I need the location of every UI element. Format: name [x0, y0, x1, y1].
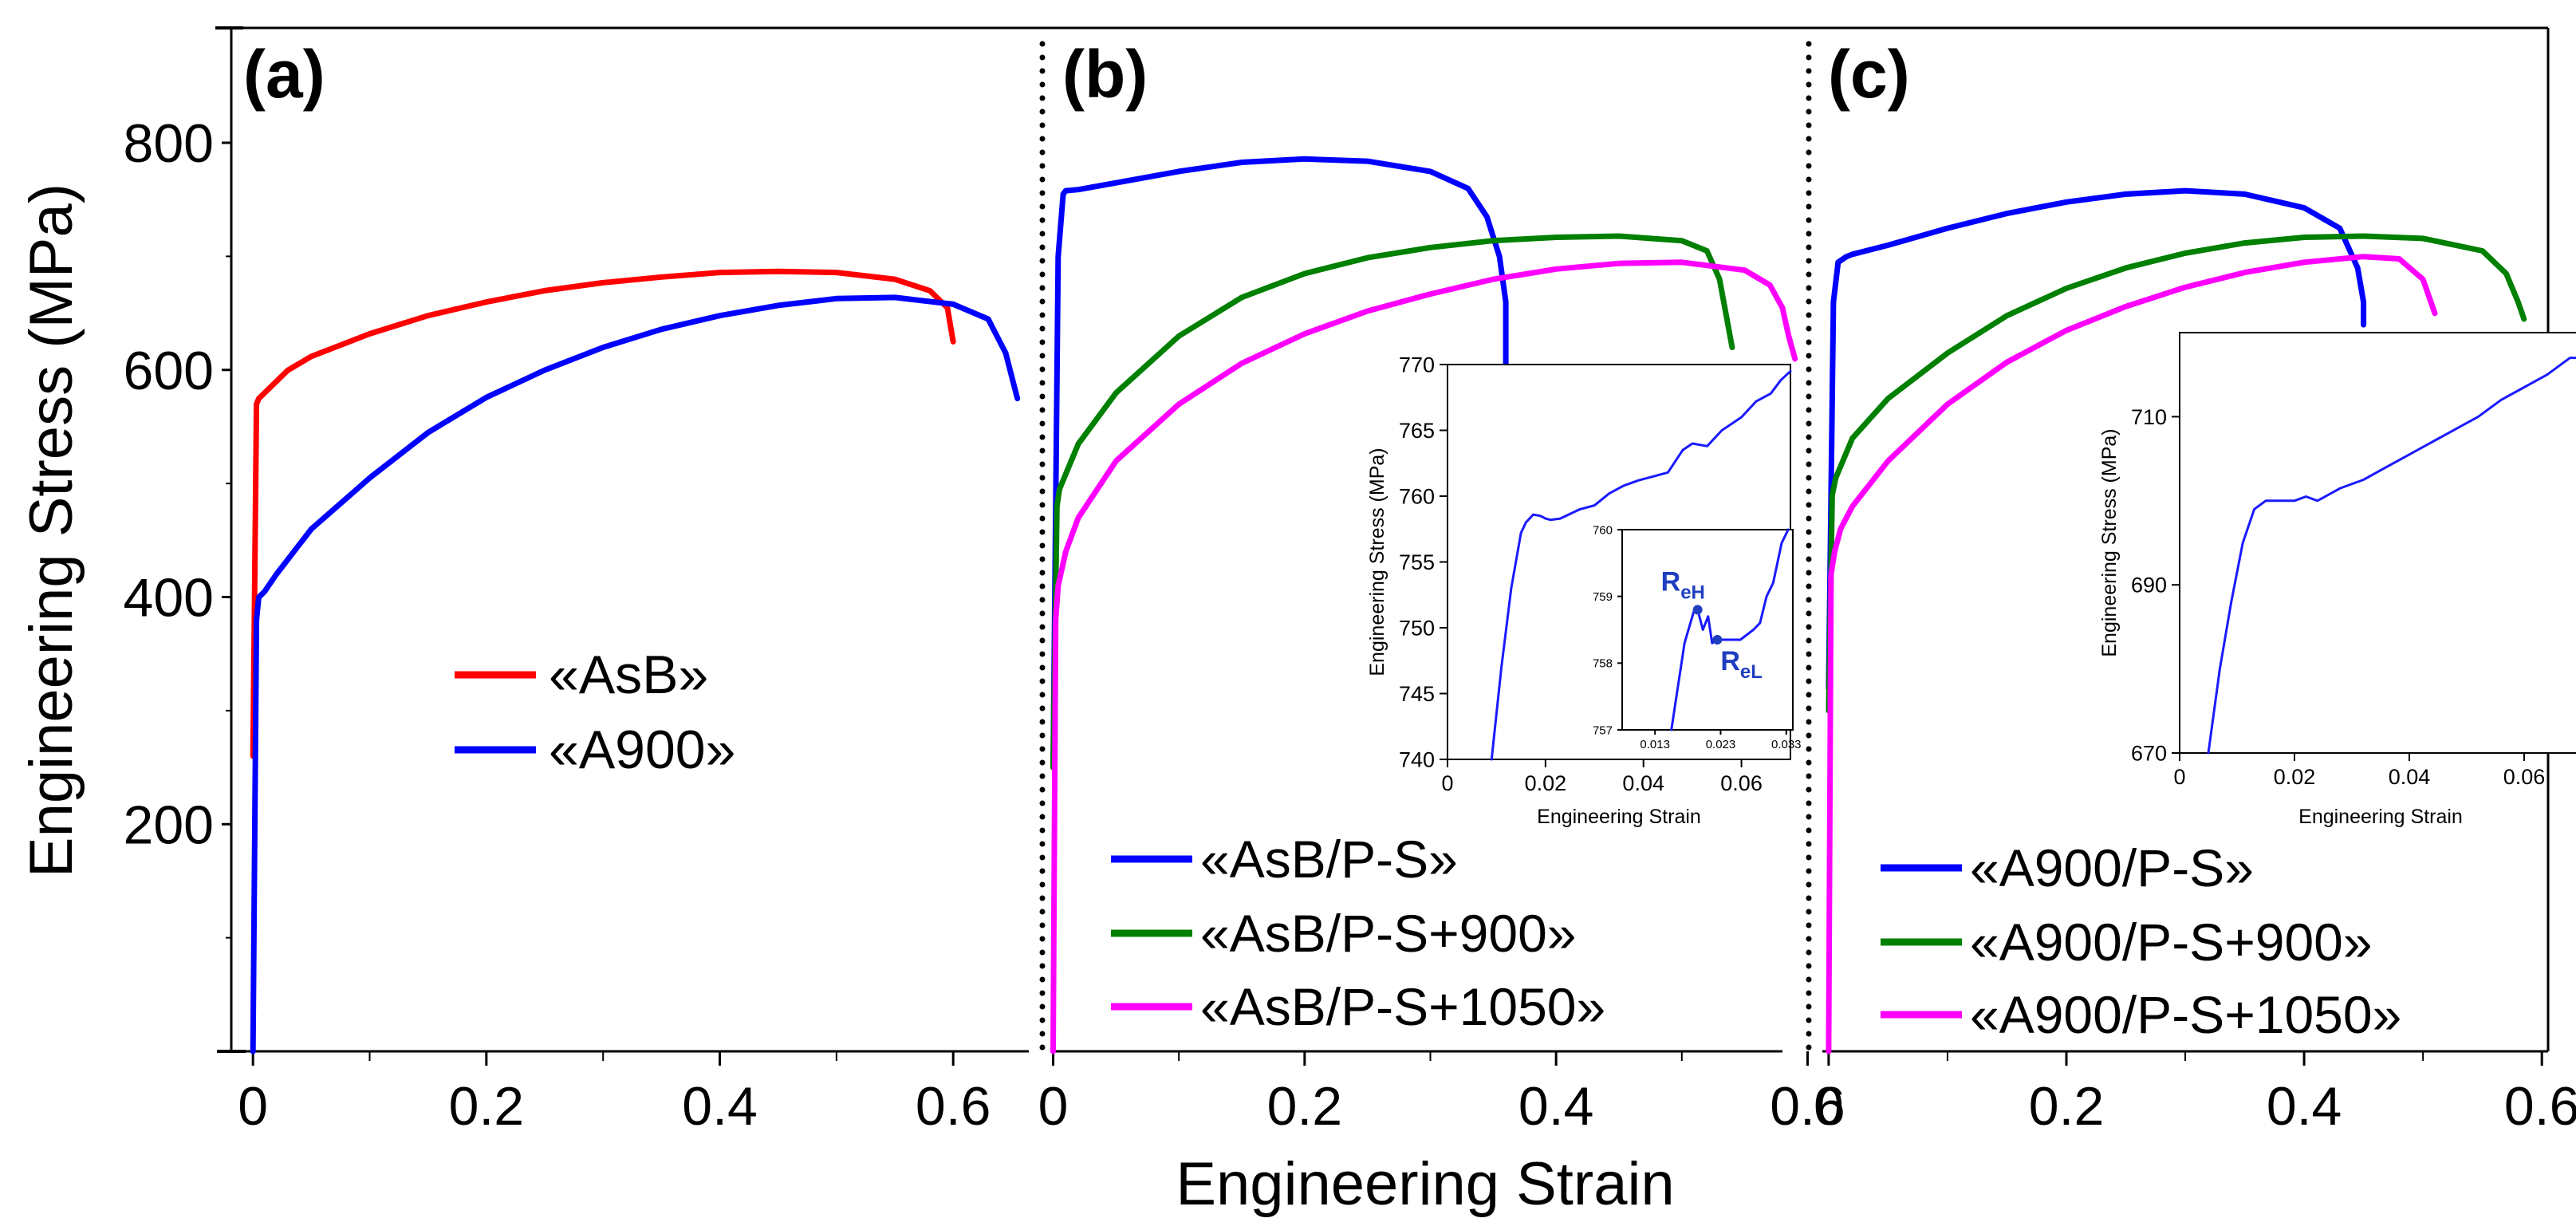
inset-y-tick-label: 670	[2131, 741, 2167, 765]
inset-y-tick-label: 758	[1593, 657, 1613, 671]
legend-label-3: «A900/P-S+1050»	[1970, 985, 2401, 1044]
legend-label-2: «A900/P-S+900»	[1970, 913, 2373, 972]
inset-y-tick-label: 690	[2131, 574, 2167, 597]
inset-y-tick-label: 765	[1399, 419, 1435, 443]
inset-y-axis-label: Engineering Stress (MPa)	[2098, 428, 2121, 656]
panel-a: (a)	[243, 37, 1021, 1055]
inset-x-tick-label: 0.04	[2389, 765, 2431, 789]
inset-frame	[2179, 332, 2576, 754]
inset-y-tick-label: 770	[1399, 353, 1435, 376]
inset-x-tick-label: 0	[2173, 765, 2185, 789]
panel-b-series-1	[1050, 156, 1509, 771]
panel-b-series-3	[1050, 259, 1798, 1055]
inset-x-tick-label: 0.02	[2274, 765, 2316, 789]
inset-c-series-1	[2207, 357, 2576, 755]
panel-b: (b)	[1050, 37, 1798, 1055]
inset-b-series-1	[1490, 369, 1792, 761]
legend-label-1: «A900/P-S»	[1970, 838, 2254, 897]
y-tick-label: 600	[124, 341, 214, 401]
y-axis-title: Engineering Stress (MPa)	[18, 183, 85, 877]
x-tick-label: 0.2	[1267, 1076, 1343, 1137]
inset-x-axis-label: Engineering Strain	[1537, 806, 1701, 828]
y-tick-label: 200	[124, 794, 214, 855]
inset-y-tick-label: 740	[1399, 747, 1435, 771]
inset-frame	[1621, 529, 1794, 731]
inset-x-tick-label: 0	[1441, 771, 1453, 795]
panel-c: (c)	[1826, 37, 2527, 1055]
legends: «AsB» «A900» «AsB/P-S» «AsB/P-S+900» «AsB/P-…	[455, 645, 2401, 1044]
legend-label-3: «AsB/P-S+1050»	[1200, 977, 1605, 1036]
x-tick-label: 0.4	[682, 1076, 758, 1137]
legend-label-2: «A900»	[549, 719, 735, 780]
panel-b-series-2	[1050, 233, 1735, 771]
annotation-point-eL	[1712, 635, 1723, 645]
panel-c-series-2	[1826, 233, 2527, 714]
legend-label-1: «AsB»	[549, 645, 708, 705]
inset-y-axis-label: Engineering Stress (MPa)	[1366, 447, 1388, 676]
panel-a-series-1	[250, 268, 956, 759]
annotation-base: R	[1661, 566, 1681, 597]
inset-x-tick-label: 0.023	[1706, 738, 1736, 751]
inset-x-tick-label: 0.013	[1640, 738, 1670, 751]
x-tick-label: 0.2	[2029, 1076, 2105, 1137]
annotation-base: R	[1720, 646, 1740, 676]
panel-label: (a)	[243, 37, 325, 112]
inset-x-tick-label: 0.02	[1525, 771, 1567, 795]
panel-a-series-2	[250, 294, 1021, 1055]
x-tick-label: 0	[238, 1076, 268, 1137]
x-tick-label: 0	[1038, 1076, 1069, 1137]
legend-label-2: «AsB/P-S+900»	[1200, 904, 1576, 963]
panel-label: (b)	[1062, 37, 1148, 112]
inset-y-tick-label: 759	[1593, 590, 1613, 604]
inset-panel-c: 0 0.02 0.04 0.06 670 690 710 Engineering Strain…	[2098, 332, 2576, 828]
inset-x-tick-label: 0.06	[2503, 765, 2546, 789]
panel-label: (c)	[1828, 37, 1910, 112]
x-tick-label: 0.2	[449, 1076, 525, 1137]
inset-y-tick-label: 755	[1399, 550, 1435, 574]
annotation-label-eH: ReH	[1661, 566, 1705, 603]
axis-labels: Engineering Strain Engineering Stress (MP…	[18, 183, 1675, 1218]
annotation-point-eH	[1692, 605, 1703, 615]
x-tick-label: 0.6	[1770, 1076, 1845, 1137]
y-tick-label: 800	[124, 113, 214, 174]
inset-x-tick-label: 0.06	[1720, 771, 1763, 795]
inset-y-tick-label: 760	[1593, 523, 1613, 537]
legend-label-1: «AsB/P-S»	[1200, 830, 1458, 889]
inset-y-tick-label: 750	[1399, 616, 1435, 640]
panel-c-series-3	[1826, 254, 2438, 1055]
inset-y-tick-label: 760	[1399, 484, 1435, 508]
annotation-subscript: eL	[1740, 661, 1763, 683]
x-tick-label: 0.6	[2504, 1076, 2576, 1137]
inset-y-tick-label: 745	[1399, 682, 1435, 706]
x-tick-label: 0.6	[916, 1076, 991, 1137]
inset-x-tick-label: 0.04	[1622, 771, 1664, 795]
x-tick-label: 0.4	[1518, 1076, 1594, 1137]
inset-x-tick-label: 0.033	[1771, 738, 1802, 751]
annotation-subscript: eH	[1680, 581, 1705, 603]
inset-x-axis-label: Engineering Strain	[2298, 806, 2463, 828]
inset-y-tick-label: 757	[1593, 723, 1613, 737]
y-tick-label: 400	[124, 568, 214, 629]
x-tick-label: 0.4	[2267, 1076, 2342, 1137]
annotation-label-eL: ReL	[1720, 646, 1763, 683]
x-tick-label: 0	[1814, 1076, 1844, 1137]
x-axis-title: Engineering Strain	[1176, 1150, 1674, 1218]
panel-c-series-1	[1826, 187, 2367, 691]
inset-y-tick-label: 710	[2131, 405, 2167, 429]
